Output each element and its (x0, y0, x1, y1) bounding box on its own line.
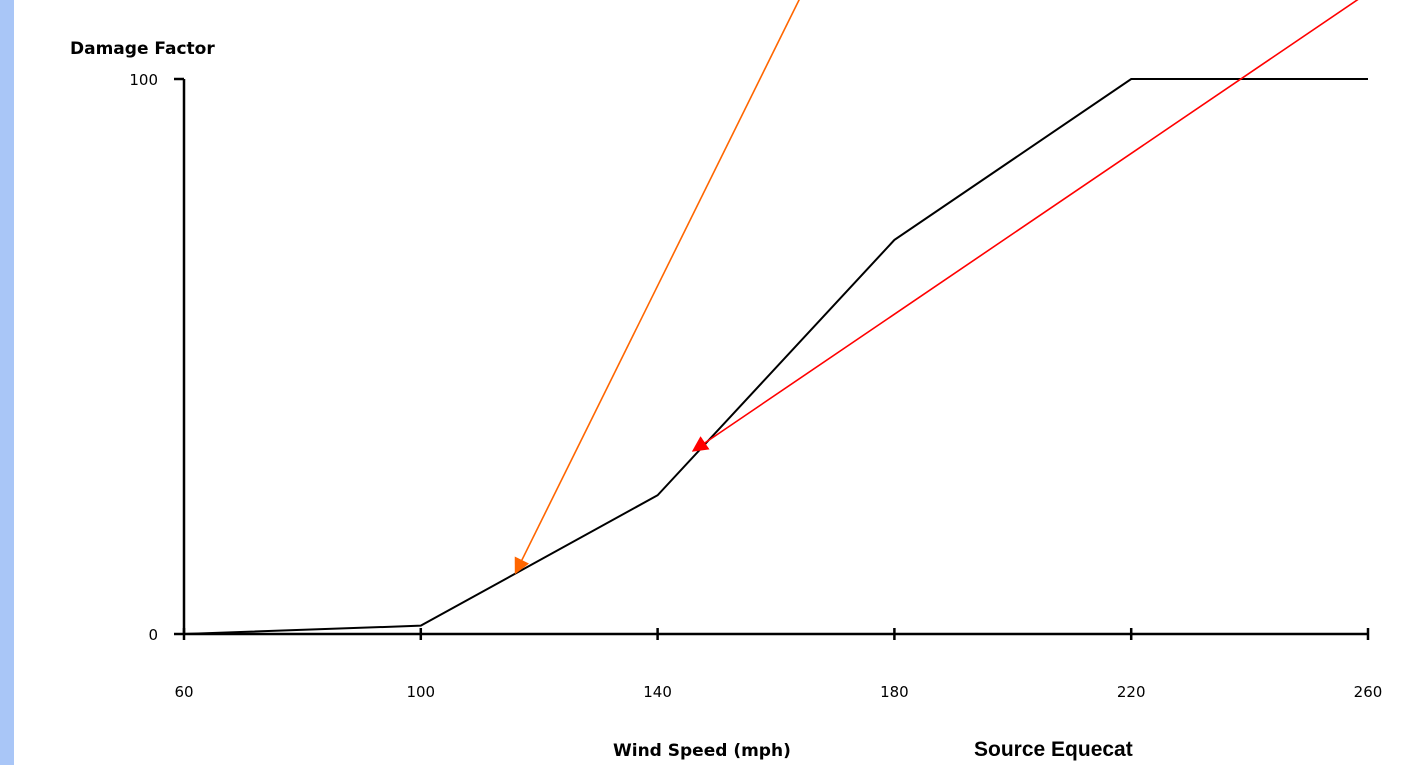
orange-arrow (514, 0, 800, 575)
series-layer (183, 78, 1369, 635)
axes (182, 79, 1368, 636)
y-tick-label: 0 (148, 626, 158, 644)
y-tick-label: 100 (129, 71, 158, 89)
damage-curve-chart: Damage Factor Wind Speed (mph) Source Eq… (70, 0, 1382, 761)
source-annotation: Source Equecat (974, 738, 1133, 761)
x-tick-label: 220 (1117, 683, 1146, 701)
chart-panel: Damage Factor Wind Speed (mph) Source Eq… (14, 0, 1417, 765)
x-tick-label: 60 (174, 683, 193, 701)
x-tick-label: 180 (880, 683, 909, 701)
x-tick-label: 260 (1354, 683, 1383, 701)
ticks: 60 100 140 180 220 260 0 100 (129, 71, 1382, 701)
x-axis-title: Wind Speed (mph) (613, 741, 791, 761)
red-arrow (691, 0, 1359, 452)
x-tick-label: 140 (643, 683, 672, 701)
x-tick-label: 100 (406, 683, 435, 701)
annotation-arrows (514, 0, 1359, 575)
series-line (183, 78, 1368, 635)
y-axis-title: Damage Factor (70, 39, 215, 59)
